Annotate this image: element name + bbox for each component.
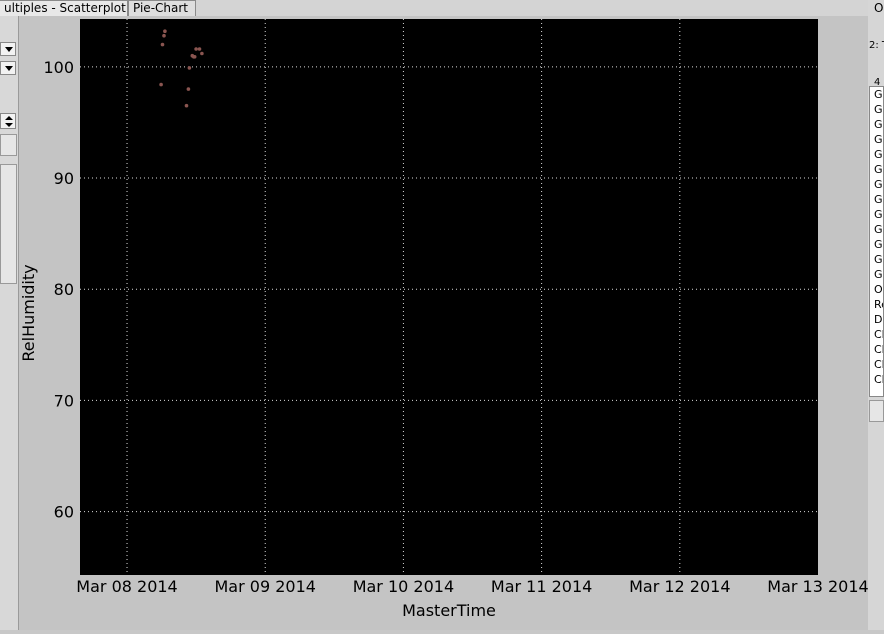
- attribute-list-item[interactable]: Gr: [874, 103, 883, 116]
- right-panel-group-label: 4: [874, 77, 881, 88]
- plot-frame: Mar 08 2014 Mar 09 2014 Mar 10 2014 Mar 11 …: [19, 16, 869, 630]
- x-axis-label: MasterTime: [402, 601, 496, 620]
- scatter-point: [200, 51, 204, 56]
- x-tick-label: Mar 11 2014: [491, 577, 592, 596]
- scatter-point: [186, 87, 191, 91]
- right-panel-title: O: [874, 1, 884, 15]
- right-panel-button[interactable]: [869, 400, 884, 422]
- attribute-list-item[interactable]: Gr: [874, 118, 883, 131]
- left-combo-1[interactable]: [0, 42, 16, 56]
- scatter-point: [162, 33, 166, 38]
- x-tick-label: Mar 10 2014: [353, 577, 454, 596]
- spin-up-icon: [5, 116, 13, 120]
- scatter-point: [163, 29, 167, 33]
- scatter-point: [187, 66, 192, 70]
- y-axis-label: RelHumidity: [19, 264, 38, 361]
- attribute-list-item[interactable]: Gr: [874, 238, 883, 251]
- right-control-panel: O 2: T 4 Gr Gr Gr Gr Gr Gr Gr Gr Gr Gr Gr Gr Gr Oc Re D…: [868, 0, 884, 630]
- y-tick-label: 60: [54, 503, 74, 522]
- attribute-list-item[interactable]: Gr: [874, 268, 883, 281]
- x-tick-label: Mar 12 2014: [629, 577, 730, 596]
- left-combo-2[interactable]: [0, 61, 16, 75]
- attribute-list-item[interactable]: Cl: [874, 343, 884, 356]
- left-button[interactable]: [0, 134, 17, 156]
- right-panel-subtitle: 2: T: [869, 40, 884, 51]
- attribute-list-item[interactable]: Gr: [874, 148, 883, 161]
- tab-bar: ultiples - Scatterplot Pie-Chart: [0, 0, 884, 16]
- plot-area: [80, 19, 818, 575]
- attribute-list-item[interactable]: Gr: [874, 88, 883, 101]
- attribute-list[interactable]: Gr Gr Gr Gr Gr Gr Gr Gr Gr Gr Gr Gr Gr Oc Re Da Cl Cl Cl Cl: [869, 86, 884, 397]
- attribute-list-item[interactable]: Gr: [874, 193, 883, 206]
- attribute-list-item[interactable]: Gr: [874, 133, 883, 146]
- attribute-list-item[interactable]: Cl: [874, 328, 884, 341]
- scatter-chart: Mar 08 2014 Mar 09 2014 Mar 10 2014 Mar 11 …: [19, 19, 869, 620]
- spin-down-icon: [5, 123, 13, 127]
- scatter-point: [197, 47, 202, 51]
- left-control-panel: [0, 16, 19, 630]
- scatter-point: [184, 103, 189, 108]
- tab-small-multiples-scatterplot[interactable]: ultiples - Scatterplot: [0, 0, 128, 16]
- scatter-point: [191, 55, 196, 59]
- y-tick-label: 80: [54, 280, 74, 299]
- y-tick-label: 90: [54, 169, 74, 188]
- scatter-point: [160, 42, 165, 47]
- left-spinbox[interactable]: [0, 113, 16, 129]
- tab-pie-chart[interactable]: Pie-Chart: [128, 0, 196, 16]
- x-tick-label: Mar 08 2014: [76, 577, 177, 596]
- attribute-list-item[interactable]: Gr: [874, 208, 883, 221]
- left-list[interactable]: [0, 164, 17, 284]
- scatter-point: [159, 82, 163, 87]
- attribute-list-item[interactable]: Gr: [874, 178, 883, 191]
- y-tick-label: 70: [54, 391, 74, 410]
- x-tick-label: Mar 09 2014: [215, 577, 316, 596]
- attribute-list-item[interactable]: Cl: [874, 373, 884, 386]
- attribute-list-item[interactable]: Cl: [874, 358, 884, 371]
- attribute-list-item[interactable]: Gr: [874, 163, 883, 176]
- attribute-list-item[interactable]: Oc: [874, 283, 883, 296]
- attribute-list-item[interactable]: Re: [874, 298, 883, 311]
- chevron-down-icon: [5, 47, 13, 52]
- y-tick-label: 100: [43, 58, 74, 77]
- attribute-list-item[interactable]: Gr: [874, 223, 883, 236]
- chevron-down-icon: [5, 66, 13, 71]
- x-tick-label: Mar 13 2014: [767, 577, 868, 596]
- attribute-list-item[interactable]: Da: [874, 313, 883, 326]
- attribute-list-item[interactable]: Gr: [874, 253, 883, 266]
- scatter-point: [194, 47, 198, 51]
